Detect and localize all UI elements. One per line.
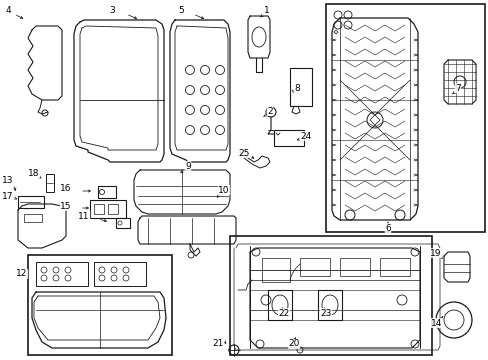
Bar — [108, 204, 118, 214]
Text: 22: 22 — [278, 309, 289, 318]
Text: 18: 18 — [28, 168, 40, 177]
Text: 3: 3 — [109, 5, 115, 14]
Bar — [325, 4, 484, 232]
Bar — [28, 255, 172, 355]
Text: 6: 6 — [385, 224, 390, 233]
Text: 20: 20 — [288, 339, 299, 348]
Text: 5: 5 — [178, 5, 183, 14]
Bar — [36, 262, 88, 286]
Text: 1: 1 — [264, 5, 269, 14]
Bar — [24, 214, 42, 222]
Text: 25: 25 — [238, 149, 249, 158]
Text: 10: 10 — [218, 185, 229, 194]
Text: 15: 15 — [60, 202, 72, 211]
Text: 24: 24 — [300, 131, 311, 140]
Text: 19: 19 — [429, 248, 441, 257]
Bar — [273, 130, 304, 146]
Text: 13: 13 — [2, 176, 14, 185]
Bar — [98, 186, 116, 198]
Bar — [46, 174, 54, 192]
Text: 21: 21 — [212, 339, 223, 348]
Bar — [289, 68, 311, 106]
Text: 2: 2 — [266, 107, 272, 116]
Bar — [339, 258, 369, 276]
Bar — [18, 196, 44, 208]
Text: 12: 12 — [16, 270, 28, 279]
Bar — [262, 258, 289, 282]
Bar — [229, 236, 431, 355]
Text: 16: 16 — [60, 184, 72, 193]
Text: 8: 8 — [293, 84, 299, 93]
Text: 7: 7 — [454, 84, 460, 93]
Bar — [299, 258, 329, 276]
Bar — [116, 218, 130, 228]
Text: 4: 4 — [5, 5, 11, 14]
Text: 9: 9 — [185, 162, 190, 171]
Bar — [379, 258, 409, 276]
Text: 17: 17 — [2, 192, 14, 201]
Text: 14: 14 — [430, 319, 442, 328]
Bar — [94, 204, 104, 214]
Bar — [90, 200, 126, 218]
Text: 11: 11 — [78, 212, 90, 220]
Bar — [94, 262, 146, 286]
Text: 23: 23 — [320, 309, 331, 318]
